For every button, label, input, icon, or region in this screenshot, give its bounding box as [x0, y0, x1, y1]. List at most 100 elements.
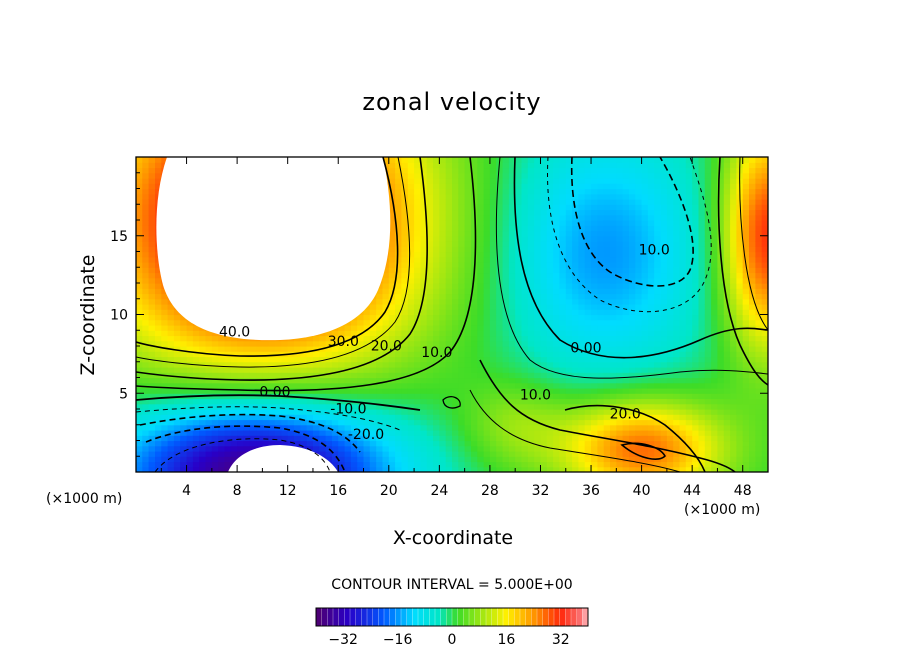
contour-line [145, 425, 346, 472]
contour-line [495, 157, 768, 379]
contour-lines [136, 157, 768, 472]
y-tick-label: 5 [119, 386, 128, 402]
colorbar-segment [315, 607, 323, 627]
contour-line [442, 396, 461, 409]
contour-interval-label: CONTOUR INTERVAL = 5.000E+00 [331, 577, 573, 593]
colorbar-segment [519, 607, 527, 627]
contour-label: 20.0 [610, 406, 641, 422]
colorbar-segment [344, 607, 351, 627]
contour-labels: 40.0 30.0 20.0 10.0 0.00 -10.0 -20.0 10.0 20.0 0.… [219, 243, 670, 443]
x-tick-label: 40 [633, 483, 651, 499]
contour-label: 40.0 [219, 325, 250, 341]
chart-title: zonal velocity [362, 88, 542, 116]
colorbar-segment [412, 607, 419, 627]
contour-line [136, 157, 411, 368]
masked-region-upper [156, 157, 391, 341]
colorbar-segment [400, 607, 408, 627]
contour-label: 0.00 [259, 384, 290, 400]
colorbar-segment [372, 607, 380, 627]
y-tick-label: 10 [110, 308, 128, 324]
colorbar-segment [497, 607, 504, 627]
colorbar-segment [395, 607, 402, 627]
colorbar-tick-label: −16 [383, 632, 413, 648]
colorbar-tick-label: −32 [328, 632, 358, 648]
colorbar-segment [463, 607, 470, 627]
colorbar-segment [514, 607, 521, 627]
contour-line [564, 404, 706, 472]
contour-label: 30.0 [328, 334, 359, 350]
colorbar-segment [480, 607, 487, 627]
x-tick-label: 44 [683, 483, 701, 499]
colorbar-segment [457, 607, 465, 627]
colorbar-segment [576, 607, 584, 627]
y-axis-label: Z-coordinate [77, 254, 99, 376]
colorbar-segment [570, 607, 578, 627]
colorbar-segment [508, 607, 516, 627]
colorbar-segment [542, 607, 550, 627]
contour-line [136, 394, 421, 411]
colorbar-segment [451, 607, 459, 627]
contour-line [469, 389, 681, 472]
contour-label: 0.00 [570, 340, 601, 356]
x-tick-label: 8 [233, 483, 242, 499]
colorbar-segment [366, 607, 374, 627]
colorbar-segment [440, 607, 448, 627]
colorbar-segment [389, 607, 397, 627]
colorbar-segment [349, 607, 357, 627]
colorbar-segment [321, 607, 329, 627]
contour-line [717, 157, 768, 386]
contour-line [620, 442, 666, 460]
colorbar-tick-label: 0 [448, 632, 457, 648]
colorbar-segment [361, 607, 368, 627]
x-tick-label: 36 [582, 483, 600, 499]
x-tick-label: 4 [182, 483, 191, 499]
colorbar-segment [525, 607, 533, 627]
contour-line [136, 157, 399, 357]
colorbar-segment [536, 607, 544, 627]
x-axis-label: X-coordinate [392, 527, 514, 549]
contour-line [136, 157, 477, 392]
colorbar-segment [502, 607, 510, 627]
contour-label: 10.0 [421, 345, 452, 361]
colorbar-segment [338, 607, 346, 627]
colorbar-segment [417, 607, 425, 627]
colorbar-tick-label: 32 [552, 632, 570, 648]
colorbar-segment [383, 607, 391, 627]
colorbar-segment [378, 607, 385, 627]
colorbar-segment [423, 607, 431, 627]
contour-line [136, 157, 428, 381]
colorbar-segment [491, 607, 499, 627]
y-tick-label: 15 [110, 229, 128, 245]
colorbar-segment [531, 607, 538, 627]
colorbar-segment [548, 607, 555, 627]
contour-line [547, 157, 712, 313]
contour-label: -20.0 [348, 427, 384, 443]
colorbar-segment [559, 607, 567, 627]
contour-line [479, 359, 736, 472]
colorbar-segment [434, 607, 442, 627]
masked-regions [156, 157, 391, 472]
x-tick-label: 24 [430, 483, 448, 499]
x-tick-label: 32 [532, 483, 550, 499]
contour-label: -10.0 [330, 402, 366, 418]
masked-region-lower [228, 445, 338, 472]
colorbar-tick-label: 16 [497, 632, 515, 648]
x-unit-left: (×1000 m) [46, 491, 123, 507]
colorbar-segment [332, 607, 340, 627]
contour-label: 10.0 [520, 388, 551, 404]
x-tick-label: 20 [380, 483, 398, 499]
colorbar-segment [406, 607, 414, 627]
x-tick-label: 12 [279, 483, 297, 499]
contour-line [136, 406, 401, 431]
colorbar-frame [315, 607, 589, 627]
contour-line [739, 157, 768, 331]
x-tick-label: 48 [734, 483, 752, 499]
contour-line [139, 413, 361, 453]
colorbar: −32 −16 0 16 32 [315, 607, 589, 648]
colorbar-segment [565, 607, 572, 627]
x-tick-label: 16 [329, 483, 347, 499]
contour-line [513, 157, 768, 359]
colorbar-segment [468, 607, 476, 627]
